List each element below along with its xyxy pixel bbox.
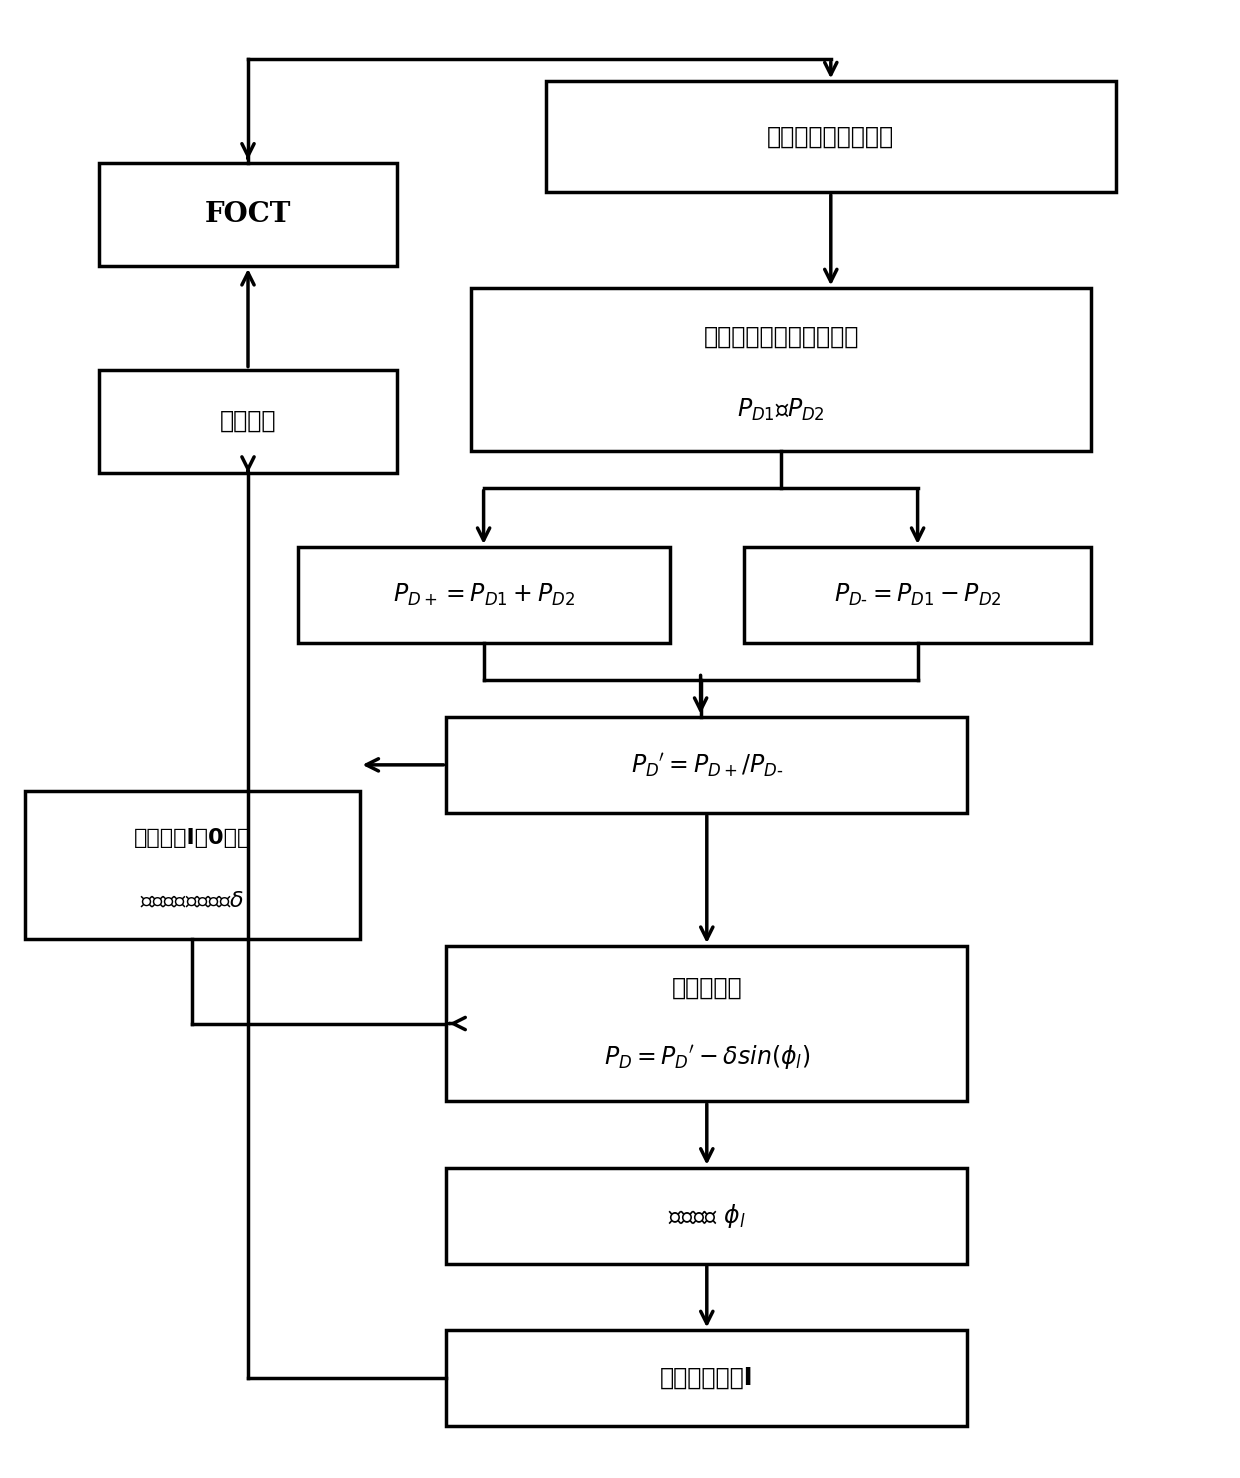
- Bar: [446, 1168, 967, 1264]
- Bar: [25, 791, 360, 939]
- Text: FOCT: FOCT: [205, 201, 291, 228]
- Text: $\mathit{P}_D{}'=\mathit{P}_{D+}/\mathit{P}_{D\text{-}}$: $\mathit{P}_D{}'=\mathit{P}_{D+}/\mathit…: [631, 751, 782, 779]
- Bar: [546, 81, 1116, 192]
- Text: $\mathit{P}_D=\mathit{P}_D{}'-\delta sin(\phi_l)$: $\mathit{P}_D=\mathit{P}_D{}'-\delta sin…: [604, 1043, 810, 1072]
- Text: 光源驱动: 光源驱动: [219, 409, 277, 433]
- Text: 计算被测电流I: 计算被测电流I: [660, 1366, 754, 1391]
- Text: 探测器接收调制信号: 探测器接收调制信号: [768, 124, 894, 149]
- Bar: [471, 288, 1091, 451]
- Text: 减去误差项: 减去误差项: [672, 975, 742, 999]
- Bar: [99, 370, 397, 473]
- Text: $\mathit{P}_{D+}=\mathit{P}_{D1}+\mathit{P}_{D2}$: $\mathit{P}_{D+}=\mathit{P}_{D1}+\mathit…: [393, 582, 574, 607]
- Bar: [446, 717, 967, 813]
- Bar: [446, 946, 967, 1101]
- Text: $\mathit{P}_{D\text{-}}=\mathit{P}_{D1}-\mathit{P}_{D2}$: $\mathit{P}_{D\text{-}}=\mathit{P}_{D1}-…: [833, 582, 1002, 607]
- Text: $\mathit{P}_{D1}$、$\mathit{P}_{D2}$: $\mathit{P}_{D1}$、$\mathit{P}_{D2}$: [738, 398, 825, 423]
- Bar: [446, 1330, 967, 1426]
- Bar: [744, 547, 1091, 643]
- Text: 被测电流I为0时，: 被测电流I为0时，: [134, 828, 250, 848]
- Text: 调制信号正负半周采样值: 调制信号正负半周采样值: [703, 325, 859, 349]
- Bar: [298, 547, 670, 643]
- Bar: [99, 163, 397, 266]
- Text: 解调输出 $\phi_l$: 解调输出 $\phi_l$: [668, 1202, 745, 1230]
- Text: 计算得到误差系数$\delta$: 计算得到误差系数$\delta$: [140, 891, 244, 912]
